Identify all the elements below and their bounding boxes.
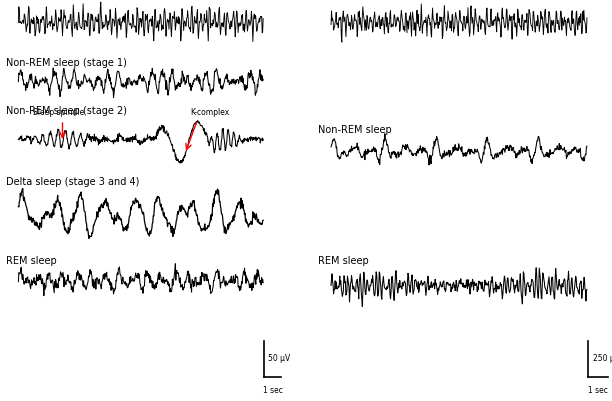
Text: 1 sec: 1 sec [263,386,283,395]
Text: Non-REM sleep: Non-REM sleep [318,125,392,135]
Text: K-complex: K-complex [190,108,230,117]
Text: Non-REM sleep (stage 1): Non-REM sleep (stage 1) [6,58,127,68]
Text: REM sleep: REM sleep [318,256,369,266]
Text: 1 sec: 1 sec [588,386,608,395]
Text: Delta sleep (stage 3 and 4): Delta sleep (stage 3 and 4) [6,177,140,187]
Text: 50 μV: 50 μV [269,354,291,363]
Text: REM sleep: REM sleep [6,256,57,266]
Text: 250 μV: 250 μV [593,354,612,363]
Text: Non-REM sleep (stage 2): Non-REM sleep (stage 2) [6,106,127,116]
Text: Sleep spindle: Sleep spindle [33,108,84,117]
